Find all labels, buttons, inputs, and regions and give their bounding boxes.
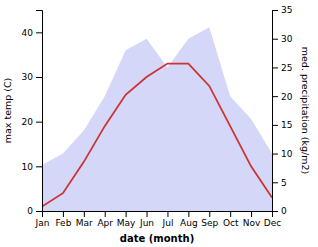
tick: 30 [272, 34, 293, 44]
x-axis: Jan Feb Mar Apr MayJun Jul AugSep Oct NovDec [35, 211, 282, 228]
tick-label: Nov [243, 218, 261, 228]
tick-label: 15 [281, 120, 292, 130]
tick-mark [36, 32, 42, 33]
tick: Apr [97, 211, 113, 228]
tick: 25 [272, 63, 292, 73]
tick-label: 20 [22, 117, 34, 127]
tick-mark [105, 211, 106, 217]
tick-label: 20 [281, 92, 293, 102]
tick-label: Sep [201, 218, 218, 228]
tick: 10 [272, 149, 293, 159]
tick-label: Jul [162, 218, 174, 228]
tick-mark [272, 211, 278, 212]
tick: 10 [22, 162, 42, 172]
tick-label: 0 [281, 206, 287, 216]
tick-label: 10 [281, 149, 293, 159]
tick: May [117, 211, 136, 228]
tick: 0 [272, 206, 287, 216]
tick-mark [36, 166, 42, 167]
tick-mark [272, 67, 278, 68]
tick: 20 [272, 92, 293, 102]
line [42, 64, 272, 207]
tick-mark [126, 211, 127, 217]
tick-mark [230, 211, 231, 217]
tick-label: 0 [27, 206, 33, 216]
y-axis-title: max temp (C) [2, 78, 13, 144]
y-axis: 0 10 20 30 40 [22, 11, 43, 217]
tick-label: 30 [281, 34, 293, 44]
tick-label: 25 [281, 63, 292, 73]
tick-label: Feb [55, 218, 71, 228]
tick: Nov [243, 211, 261, 228]
tick-label: Dec [264, 218, 281, 228]
tick-mark [84, 211, 85, 217]
tick: Jul [162, 211, 174, 228]
tick-label: May [117, 218, 136, 228]
tick: 5 [272, 178, 287, 188]
tick-mark [272, 125, 278, 126]
tick-mark [272, 39, 278, 40]
tick-mark [272, 154, 278, 155]
tick: 0 [27, 206, 42, 216]
tick: Mar [76, 211, 93, 228]
tick-label: Oct [223, 218, 239, 228]
axis-line [43, 212, 273, 218]
tick-mark [251, 211, 252, 217]
tick-mark [147, 211, 148, 217]
tick-mark [188, 211, 189, 217]
tick: Jun [139, 211, 154, 228]
tick-mark [36, 77, 42, 78]
tick-label: Apr [97, 218, 113, 228]
tick: 30 [22, 72, 42, 82]
tick: Aug [180, 211, 198, 228]
tick: 35 [272, 5, 292, 15]
axis-line [273, 11, 279, 212]
tick: Jan [35, 211, 50, 228]
tick-label: 5 [281, 178, 287, 188]
area [42, 27, 272, 211]
tick-mark [63, 211, 64, 217]
tick-label: 10 [22, 162, 34, 172]
tick: 15 [272, 120, 292, 130]
chart: JanFebMarAprMayJunJulAugSepOctNovDec0102… [0, 0, 318, 247]
tick: Feb [55, 211, 71, 228]
tick: Sep [201, 211, 218, 228]
marks [42, 27, 272, 211]
tick-label: Jun [139, 218, 154, 228]
tick-mark [272, 182, 278, 183]
axis-line [36, 11, 43, 212]
tick-mark [36, 122, 42, 123]
tick-mark [36, 211, 42, 212]
tick-label: 40 [22, 28, 34, 38]
x-axis-title: date (month) [120, 233, 194, 244]
tick-label: Jan [35, 218, 50, 228]
tick: Dec [264, 211, 281, 228]
tick: Oct [223, 211, 239, 228]
tick: 40 [22, 28, 42, 38]
y2-axis: 0 5 10 15 20 25 30 35 [272, 5, 293, 216]
tick-mark [167, 211, 168, 217]
tick-mark [272, 10, 278, 11]
tick-mark [209, 211, 210, 217]
plot: JanFebMarAprMayJunJulAugSepOctNovDec0102… [2, 5, 311, 244]
tick-label: Aug [180, 218, 198, 228]
tick-label: 35 [281, 5, 292, 15]
y2-axis-title: med. precipitation (kg/m2) [300, 47, 311, 174]
tick-mark [272, 96, 278, 97]
tick: 20 [22, 117, 42, 127]
tick-label: 30 [22, 72, 34, 82]
tick-label: Mar [76, 218, 93, 228]
